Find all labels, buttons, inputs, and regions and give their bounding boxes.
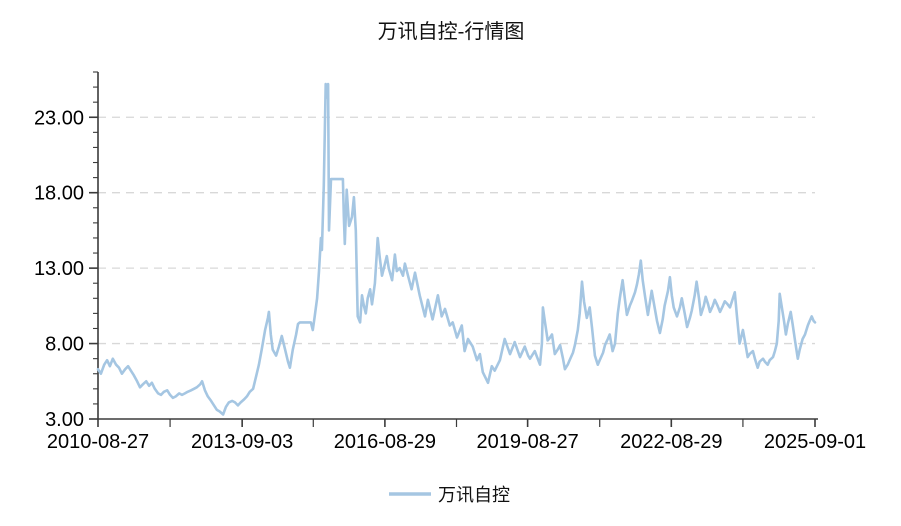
y-axis-label: 13.00: [34, 258, 84, 280]
x-axis-label: 2025-09-01: [764, 431, 866, 453]
x-axis-label: 2013-09-03: [191, 431, 293, 453]
legend: 万讯自控: [389, 485, 510, 506]
x-axis-label: 2010-08-27: [47, 431, 149, 453]
axis-line: [97, 72, 818, 420]
y-axis-label: 8.00: [45, 334, 84, 356]
y-axis-label: 23.00: [34, 107, 84, 129]
y-axis-label: 3.00: [45, 409, 84, 431]
plot-area: 3.00 8.00 13.00 18.00 23.00 2010-08-27 2013-09…: [34, 71, 866, 453]
price-line: [96, 82, 817, 416]
y-axis-label: 18.00: [34, 183, 84, 205]
chart-title: 万讯自控-行情图: [378, 19, 525, 43]
x-axis-label: 2022-08-29: [620, 431, 722, 453]
x-axis-label: 2016-08-29: [334, 431, 436, 453]
legend-series-label: 万讯自控: [438, 485, 510, 506]
x-axis-label: 2019-08-27: [476, 431, 578, 453]
